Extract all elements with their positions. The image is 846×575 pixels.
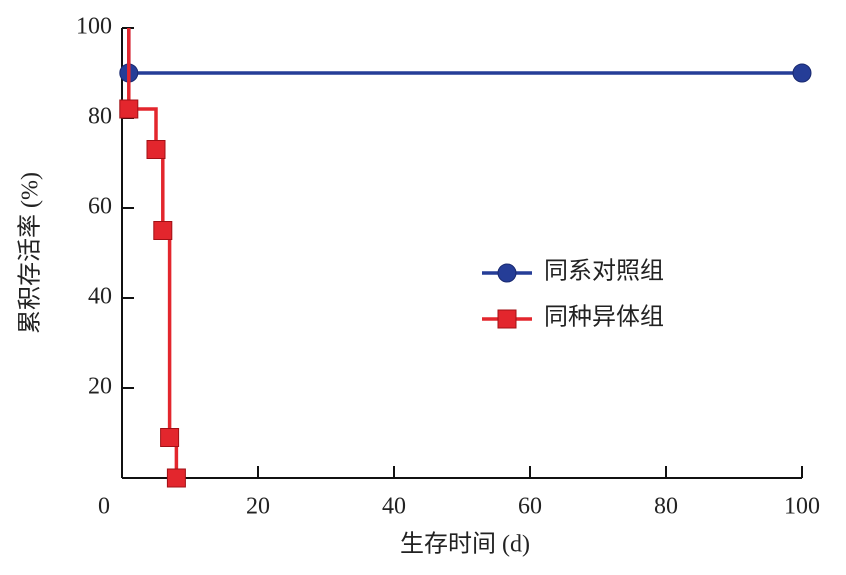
x-tick-label: 80	[654, 494, 678, 520]
x-tick-label: 0	[98, 494, 110, 520]
legend-marker	[497, 263, 517, 283]
survival-line	[127, 28, 179, 478]
x-tick-label: 60	[518, 494, 542, 520]
x-axis-label: 生存时间 (d)	[400, 531, 530, 558]
data-point	[146, 140, 166, 159]
data-point	[153, 221, 173, 240]
y-tick-label: 80	[88, 104, 112, 130]
y-axis-label: 累积存活率 (%)	[17, 172, 44, 334]
y-tick-label: 100	[76, 14, 112, 40]
x-tick-label: 100	[784, 494, 820, 520]
y-tick-label: 20	[88, 374, 112, 400]
y-tick-label: 40	[88, 284, 112, 310]
data-point	[166, 468, 186, 488]
legend-label: 同系对照组	[544, 258, 664, 285]
data-point	[160, 428, 180, 447]
data-point	[792, 63, 812, 83]
x-tick-label: 40	[382, 494, 406, 520]
y-tick-label: 60	[88, 194, 112, 220]
legend-marker	[497, 309, 517, 329]
x-tick-label: 20	[246, 494, 270, 520]
data-point	[119, 99, 139, 119]
legend-label: 同种异体组	[544, 304, 664, 331]
survival-line	[127, 28, 802, 75]
